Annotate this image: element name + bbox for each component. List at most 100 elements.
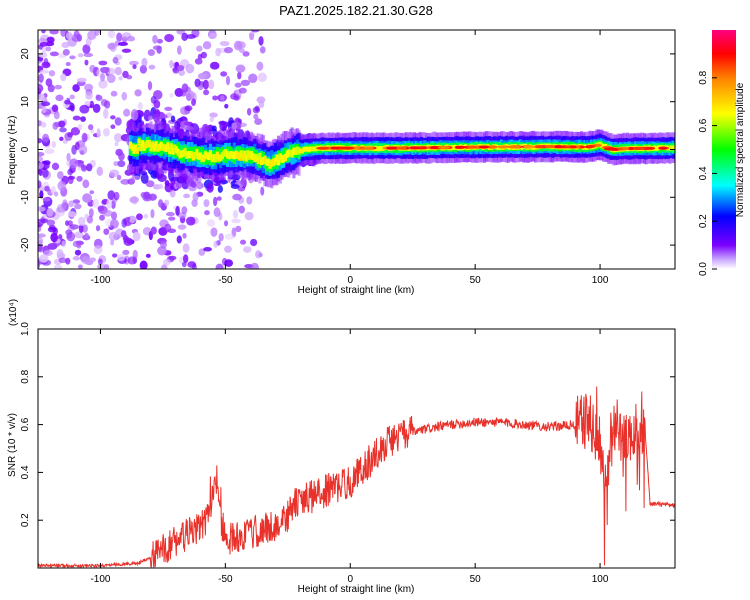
spectrogram-noise-blob <box>176 45 182 55</box>
colorbar: 0.0 0.2 0.4 0.6 0.8 Normalized spectral ampl… <box>698 30 746 276</box>
spectrogram-ridge-cell <box>220 152 225 160</box>
spectrogram-noise-blob <box>259 46 266 54</box>
spectrogram-noise-blob <box>45 46 52 52</box>
colorbar-label: Normalized spectral amplitude <box>735 82 746 217</box>
spectrogram-ridge-cell <box>162 144 167 152</box>
spectrogram-ridge-cell <box>236 151 240 159</box>
spectrogram-noise-blob <box>116 32 123 42</box>
spectrogram-blob <box>159 114 168 120</box>
spectrogram-noise-blob <box>65 32 73 40</box>
spectrogram-core-peak <box>586 144 594 149</box>
spectrogram-noise-blob <box>129 60 139 66</box>
spectrogram-noise-blob <box>191 98 197 107</box>
spectrogram-noise-blob <box>127 256 137 265</box>
spectrogram-noise-blob <box>76 77 87 83</box>
spectrogram-ridge-cell <box>268 161 272 169</box>
spectrogram-noise-blob <box>224 220 229 227</box>
spectrogram-noise-blob <box>38 244 43 252</box>
spectrogram-x-tick-label: -100 <box>90 275 110 286</box>
spectrogram-ridge-cell <box>275 156 279 170</box>
spectrogram-ridge-cell <box>270 159 274 167</box>
spectrogram-noise-blob <box>42 105 47 114</box>
spectrogram-noise-blob <box>62 49 70 56</box>
spectrogram-noise-blob <box>92 198 99 209</box>
spectrogram-noise-blob <box>38 156 44 162</box>
spectrogram-ridge-cell <box>140 140 145 148</box>
colorbar-ticks: 0.0 0.2 0.4 0.6 0.8 <box>698 70 717 276</box>
spectrogram-noise-blob <box>69 224 80 230</box>
spectrogram-noise-blob <box>139 64 148 74</box>
spectrogram-noise-blob <box>197 84 204 91</box>
spectrogram-noise-blob <box>95 225 101 232</box>
spectrogram-noise-blob <box>260 186 265 196</box>
spectrogram-noise-blob <box>107 190 116 201</box>
spectrogram-noise-blob <box>164 106 173 112</box>
spectrogram-noise-blob <box>231 218 241 224</box>
spectrogram-ridge-cell <box>307 147 311 153</box>
spectrogram-noise-blob <box>169 59 174 69</box>
spectrogram-noise-blob <box>51 104 59 113</box>
spectrogram-ridge-cell <box>263 155 267 163</box>
spectrogram-noise-blob <box>181 83 189 94</box>
spectrogram-core-peak <box>604 147 619 151</box>
spectrogram-core-peak <box>338 146 351 150</box>
spectrogram-noise-blob <box>132 64 137 70</box>
spectrogram-ridge-cell <box>244 154 248 162</box>
spectrogram-noise-blob <box>84 213 89 220</box>
spectrogram-noise-blob <box>59 127 67 133</box>
snr-y-multiplier: (x10⁴) <box>8 299 19 326</box>
spectrogram-noise-blob <box>181 261 187 268</box>
snr-y-tick-label: 0.2 <box>20 513 31 527</box>
spectrogram-ridge-cell <box>258 152 262 160</box>
spectrogram-noise-blob <box>72 84 80 92</box>
spectrogram-ridge-cell <box>205 152 209 160</box>
spectrogram-noise-blob <box>38 151 45 157</box>
spectrogram-ridge-cell <box>144 141 148 149</box>
spectrogram-noise-blob <box>134 89 142 97</box>
spectrogram-noise-blob <box>90 129 95 134</box>
spectrogram-noise-blob <box>136 213 143 221</box>
spectrogram-noise-blob <box>69 158 79 169</box>
spectrogram-ridge-cell <box>290 150 294 158</box>
spectrogram-noise-blob <box>194 58 203 65</box>
spectrogram-noise-blob <box>106 199 113 209</box>
spectrogram-noise-blob <box>74 203 82 210</box>
spectrogram-noise-blob <box>254 118 263 126</box>
spectrogram-noise-blob <box>239 239 247 245</box>
spectrogram-ridge-cell <box>179 150 184 158</box>
spectrogram-noise-blob <box>234 82 242 88</box>
spectrogram-noise-blob <box>139 260 148 269</box>
spectrogram-noise-blob <box>89 190 95 195</box>
spectrogram-noise-blob <box>120 178 131 185</box>
spectrogram-noise-blob <box>38 120 43 127</box>
spectrogram-x-tick-label: 100 <box>592 275 609 286</box>
spectrogram-noise-blob <box>72 199 81 204</box>
spectrogram-noise-blob <box>110 90 118 97</box>
spectrogram-y-ticks: 20 10 0 -10 -20 <box>20 48 675 252</box>
spectrogram-noise-blob <box>93 245 103 255</box>
spectrogram-ridge-cell <box>266 158 270 166</box>
spectrogram-noise-blob <box>196 181 204 190</box>
spectrogram-ridge-cell <box>673 145 675 151</box>
spectrogram-blob <box>207 124 214 131</box>
spectrogram-ridge-cell <box>314 146 318 152</box>
spectrogram-noise-blob <box>185 63 195 74</box>
spectrogram-ridge-cell <box>196 152 201 160</box>
spectrogram-ridge-cell <box>259 151 264 164</box>
spectrogram-noise-blob <box>121 48 132 53</box>
colorbar-tick-label: 0.6 <box>698 118 709 132</box>
spectrogram-noise-blob <box>85 91 93 100</box>
spectrogram-ridge-cell <box>246 150 250 158</box>
snr-background <box>38 329 675 568</box>
spectrogram-noise-blob <box>70 127 81 136</box>
spectrogram-ridge-cell <box>203 151 208 159</box>
spectrogram-ridge-cell <box>168 147 172 155</box>
spectrogram-noise-blob <box>50 232 58 243</box>
colorbar-tick-label: 0.4 <box>698 166 709 180</box>
spectrogram-noise-blob <box>186 34 196 39</box>
spectrogram-noise-blob <box>250 238 258 247</box>
spectrogram-ridge-cell <box>166 142 170 150</box>
spectrogram-noise-blob <box>242 51 250 57</box>
